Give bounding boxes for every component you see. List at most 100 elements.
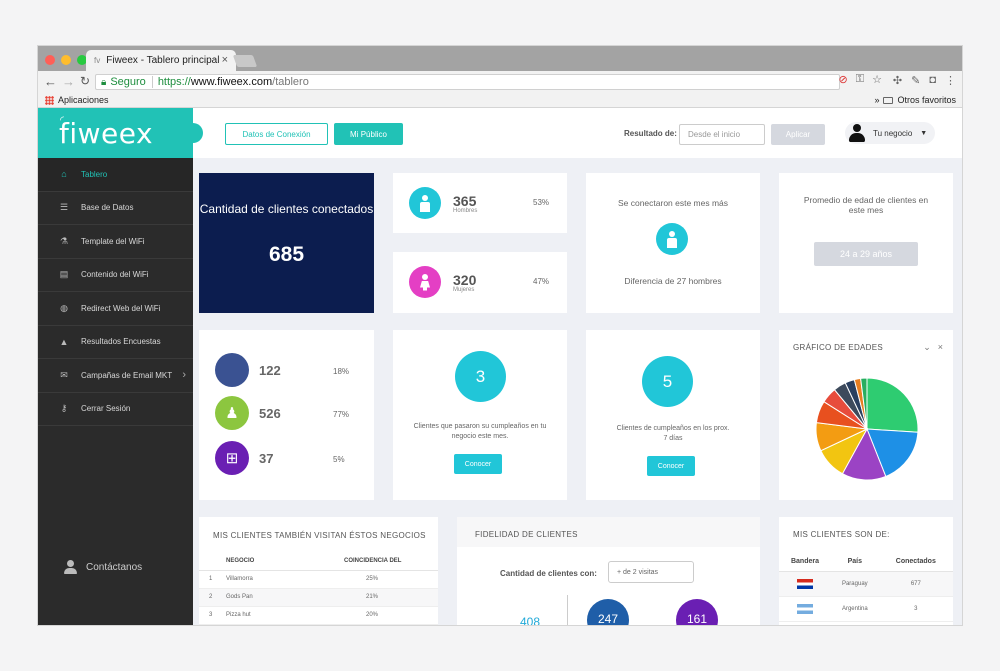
table-row: Argentina 3 [779,596,953,622]
chart-tools: ⌄ × [923,342,943,353]
sidebar-item-6[interactable]: ✉ Campañas de Email MKT › [38,359,193,393]
connected-clients-card: Cantidad de clientes conectados 685 [199,173,374,313]
device-count: 122 [259,363,281,378]
close-tab-icon[interactable]: × [221,54,228,66]
loyalty-value-2: 247 [597,612,619,625]
tab-bar: fv Fiweex - Tablero principal × [38,46,962,71]
caret-down-icon: ▼ [920,129,928,137]
table-row: 2 Gods Pan 21% [199,588,438,607]
eyedropper-icon[interactable]: ✎ [911,75,921,87]
apply-button[interactable]: Aplicar [771,124,825,145]
country-country: Argentina [830,596,879,622]
other-bookmarks[interactable]: » Otros favoritos [874,95,956,105]
omnibox-icons: ⊘ ⚿ ☆ [839,73,882,86]
male-icon [409,187,441,219]
age-average-title: Promedio de edad de clientes en este mes [803,195,929,215]
key-icon[interactable]: ⚿ [855,73,865,85]
support-agent-icon [64,560,77,574]
age-average-value: 24 a 29 años [814,242,918,266]
business-rank: 1 [199,570,226,589]
forward-icon[interactable]: → [62,74,75,89]
pie-slice-10[interactable] [860,377,868,430]
user-menu[interactable]: Tu negocio ▼ [845,122,935,144]
business-pct: 21% [344,588,438,607]
globe-icon: ◍ [60,302,68,313]
apps-grid-icon [45,95,54,105]
back-icon[interactable]: ← [44,74,57,89]
birthday-next-card: 5 Clientes de cumpleaños en los prox. 7 … [586,330,760,500]
pie-slice-1[interactable] [866,428,919,478]
flag-icon [796,578,813,589]
birthday-past-card: 3 Clientes que pasaron su cumpleaños en … [393,330,567,500]
menu-dots-icon[interactable]: ⋮ [945,75,956,87]
url-separator [151,76,153,88]
sidebar-item-4[interactable]: ◍ Redirect Web del WiFi [38,292,193,326]
device-percent: 5% [333,455,345,464]
sidebar: ◜ fiweex ⌂ Tablero ☰ Base de Datos ⚗ Template… [38,108,193,625]
star-icon[interactable]: ☆ [872,74,882,86]
men-label: Hombres [453,208,478,214]
flask-icon: ⚗ [59,235,69,246]
loyalty-card: FIDELIDAD DE CLIENTES Cantidad de client… [457,517,760,625]
area-chart-icon: ▲ [59,336,69,347]
blocked-icon[interactable]: ⊘ [838,74,848,86]
birthday-next-button[interactable]: Conocer [647,456,695,476]
difference-text: Diferencia de 27 hombres [624,276,722,286]
business-name: Villamorra [226,570,344,589]
sidebar-item-1[interactable]: ☰ Base de Datos [38,192,193,225]
business-rank: 3 [199,606,226,625]
sidebar-item-7[interactable]: ⚷ Cerrar Sesión [38,393,193,426]
close-window-button[interactable] [45,55,55,65]
countries-title: MIS CLIENTES SON DE: [793,530,890,539]
favicon-icon: fv [94,56,101,65]
sidebar-item-3[interactable]: ▤ Contenido del WiFi [38,259,193,292]
chevron-right-icon: › [182,369,186,382]
loyalty-value-3: 161 [686,612,708,625]
other-bookmarks-label: Otros favoritos [897,95,956,105]
device-count: 526 [259,406,281,421]
archive-icon: ▤ [59,269,69,280]
sidebar-item-2[interactable]: ⚗ Template del WiFi [38,225,193,259]
bookmarks-more-icon[interactable]: » [874,95,880,105]
connected-header: Conectados [878,552,953,572]
visits-select[interactable]: + de 2 visitas [608,561,694,583]
minimize-window-button[interactable] [61,55,71,65]
sidebar-item-0[interactable]: ⌂ Tablero [38,158,193,192]
folder-icon [883,96,894,104]
country-header: País [830,552,879,572]
connection-data-button[interactable]: Datos de Conexión [225,123,328,145]
contact-link[interactable]: Contáctanos [64,560,142,574]
url-bar[interactable]: 🔒︎ Seguro https://www.fiweex.com/tablero [95,74,840,90]
device-percent: 77% [333,410,350,419]
apps-bookmark[interactable]: Aplicaciones [45,95,109,105]
close-icon[interactable]: × [937,342,943,352]
pocket-icon[interactable]: ◘ [929,74,936,86]
loyalty-circle-2: 247 [587,599,629,625]
url-host: www.fiweex.com [190,76,273,88]
more-connected-card: Se conectaron este mes más Diferencia de… [586,173,760,313]
browser-window: fv Fiweex - Tablero principal × ← → ↻ 🔒︎… [38,46,962,625]
dashboard-icon: ⌂ [61,169,67,180]
men-percent: 53% [533,198,550,207]
pie-slice-0[interactable] [866,377,919,433]
logo-area[interactable]: ◜ fiweex [38,108,193,158]
sidebar-item-label: Campañas de Email MKT [81,370,173,380]
flag-icon [796,603,813,614]
extension-puzzle-icon[interactable]: ✣ [892,75,903,87]
chevron-down-icon[interactable]: ⌄ [923,342,931,352]
window-controls [45,55,87,65]
sidebar-item-5[interactable]: ▲ Resultados Encuestas [38,326,193,359]
loyalty-title: FIDELIDAD DE CLIENTES [475,530,578,539]
countries-card: MIS CLIENTES SON DE: Bandera País Conect… [779,517,953,625]
birthday-past-button[interactable]: Conocer [454,454,502,474]
my-audience-button[interactable]: Mi Público [334,123,403,145]
maximize-window-button[interactable] [77,55,87,65]
new-tab-button[interactable] [232,55,258,67]
connected-count: 685 [268,243,305,266]
date-range-input[interactable]: Desde el inicio [679,124,765,145]
table-row: 1 Villamorra 25% [199,570,438,589]
browser-tab[interactable]: fv Fiweex - Tablero principal × [86,50,236,71]
reload-icon[interactable]: ↻ [80,74,91,88]
male-icon [656,223,688,255]
sidebar-toggle-button[interactable] [187,123,203,143]
